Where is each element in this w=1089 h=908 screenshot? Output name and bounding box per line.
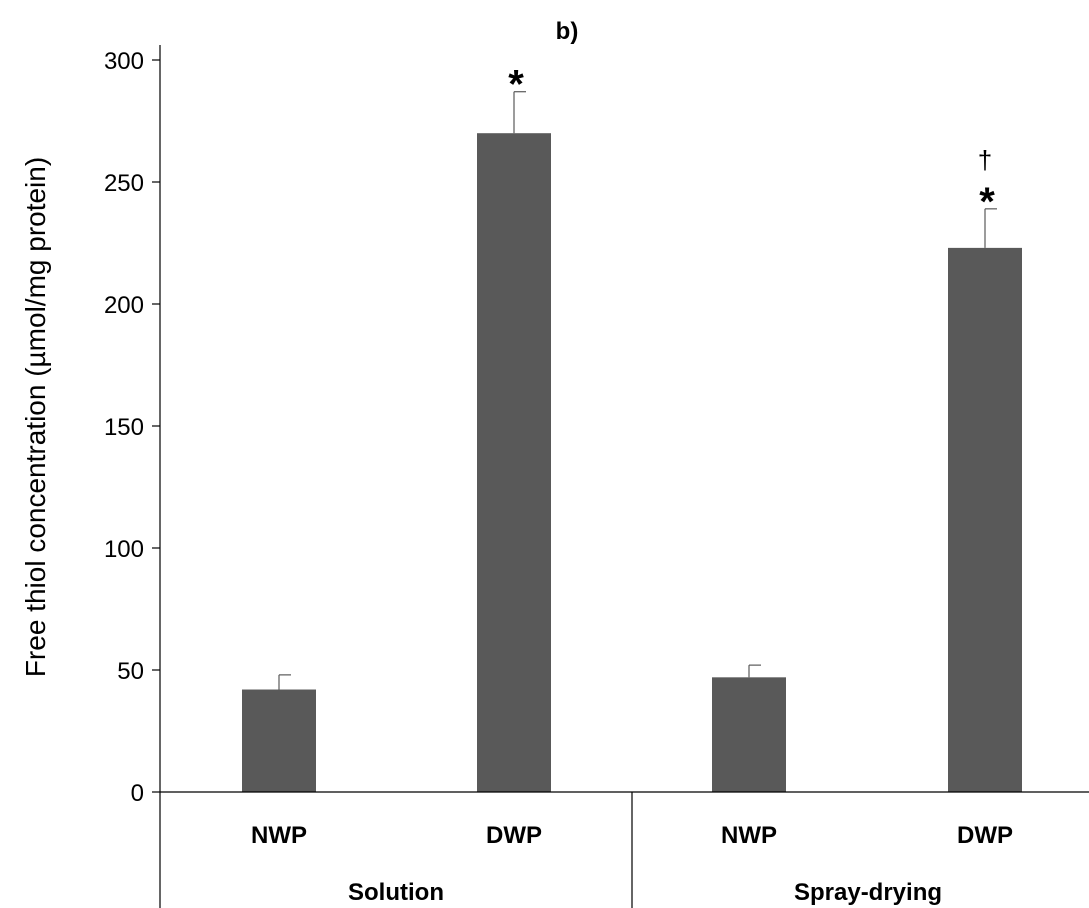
significance-star: * (508, 63, 524, 107)
significance-star: * (979, 180, 995, 224)
chart-title: b) (556, 18, 579, 45)
y-axis: 0 50 100 150 200 250 300 (104, 45, 161, 908)
y-tick-label: 300 (104, 48, 144, 75)
x-tick-label: DWP (486, 822, 542, 849)
y-axis-label: Free thiol concentration (µmol/mg protei… (20, 157, 51, 677)
group-label: Solution (348, 879, 444, 906)
x-tick-label: NWP (721, 822, 777, 849)
y-tick-label: 100 (104, 536, 144, 563)
x-tick-label: DWP (957, 822, 1013, 849)
bar (948, 247, 1022, 792)
y-tick-label: 200 (104, 292, 144, 319)
bar (477, 133, 551, 792)
x-tick-label: NWP (251, 822, 307, 849)
bar (242, 689, 316, 792)
annotations: * * † (508, 63, 995, 224)
group-label: Spray-drying (794, 879, 942, 906)
y-tick-label: 150 (104, 414, 144, 441)
bar (712, 677, 786, 792)
y-tick-label: 250 (104, 170, 144, 197)
significance-dagger: † (978, 145, 992, 175)
y-tick-label: 0 (131, 780, 144, 807)
x-axis: NWP DWP NWP DWP Solution Spray-drying (160, 791, 1089, 908)
y-tick-label: 50 (117, 658, 144, 685)
bars (242, 91, 1022, 792)
